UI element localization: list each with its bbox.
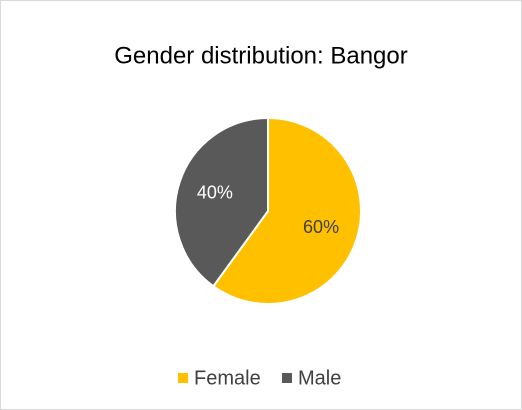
legend-swatch	[282, 373, 292, 383]
pie-slice	[211, 116, 362, 305]
pie-slice	[174, 116, 269, 288]
legend-label: Male	[298, 367, 341, 389]
data-label: 60%	[303, 217, 339, 237]
data-label: 40%	[197, 183, 233, 203]
chart-title: Gender distribution: Bangor	[114, 42, 408, 69]
legend-swatch	[178, 373, 188, 383]
legend-label: Female	[194, 367, 261, 389]
